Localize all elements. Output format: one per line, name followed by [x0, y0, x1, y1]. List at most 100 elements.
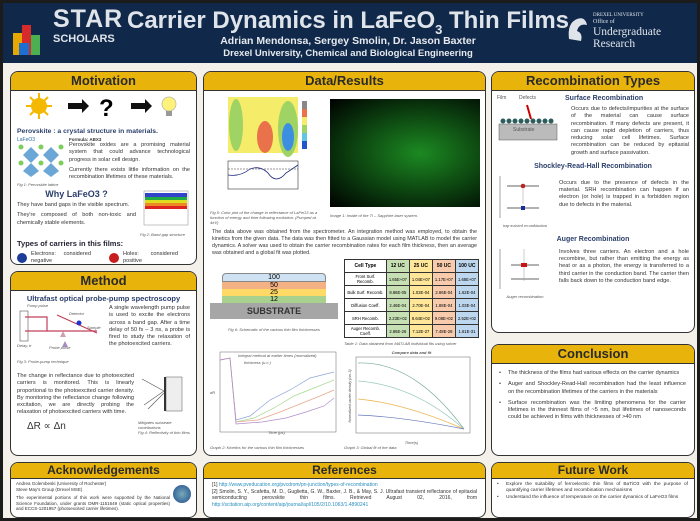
drexel-logo: DREXEL UNIVERSITY Office of Undergraduat… [565, 13, 695, 53]
reflectance-color-plot [227, 97, 307, 190]
substrate-block: SUBSTRATE [210, 303, 338, 320]
arrow-icon [131, 99, 152, 113]
method-heading: Method [11, 272, 196, 291]
future-work-panel: Future Work Explore the suitability of f… [491, 462, 695, 518]
ref1-link[interactable]: http://www.pveducation.org/pvcdrom/pn-ju… [218, 482, 378, 488]
formula: Formula: ABX3 [69, 137, 102, 142]
results-description: The data above was obtained from the spe… [212, 229, 477, 257]
table-cell: 1.65E+07 [385, 272, 410, 287]
why-point-2: They're composed of both non-toxic and c… [17, 212, 136, 226]
results-panel: Data/Results Fig 5: Color plot of the ch… [203, 71, 486, 456]
sun-question-bulb-graphic: ? [26, 93, 177, 122]
table-cell: 1.17E+07 [431, 272, 456, 287]
delay-label: Delay, tr [17, 343, 32, 348]
fig3-caption: Fig 3: Probe-pump technique [17, 359, 69, 364]
graph3-ylabel: Normalized carrier density (cm-3) [348, 369, 352, 423]
affiliation: Drexel University, Chemical and Biologic… [223, 48, 473, 59]
perovskite-lattice-image [18, 144, 64, 177]
recombination-table: Cell Type 12 UC 25 UC 50 UC 100 UC Front Surf… [344, 259, 480, 339]
authors: Adrian Mendonsa, Sergey Smolin, Dr. Jaso… [220, 35, 476, 47]
electron-icon [17, 253, 27, 264]
fig2-caption: Fig 2: Band gap structure [140, 232, 185, 237]
ref2-text: [2] Smolin, S. Y., Scafetta, M. D., Gugl… [212, 488, 477, 502]
thin-film-reflectivity-image [141, 376, 183, 412]
perovskite-text: Perovskite oxides are a promising materi… [69, 142, 190, 163]
defects-label: Defects [519, 95, 536, 101]
results-heading: Data/Results [204, 72, 485, 91]
reflectance-description: The change in reflectance due to photoex… [17, 373, 134, 416]
future-item: Understand the influence of temperature … [494, 495, 688, 501]
fig6-caption: Fig 6: Schematic of the various thin fil… [228, 327, 320, 333]
table-cell: 7.12E-27 [408, 324, 433, 339]
table-cell: 2.23E+02 [385, 311, 410, 326]
layer-25: 25 [222, 289, 326, 297]
table-cell: 8.86E-05 [385, 285, 410, 300]
graph2-ylabel: dR [210, 390, 216, 396]
graph2-legend-title: thickness (u.c.) [244, 360, 271, 366]
arrow-icon [68, 99, 89, 113]
auger-band-diagram [499, 248, 539, 289]
layer-100: 100 [222, 273, 326, 283]
carrier-types-heading: Types of carriers in this films: [17, 239, 124, 248]
table-cell: 1.88E-04 [431, 298, 456, 313]
conclusion-panel: Conclusion The thickness of the films ha… [491, 344, 695, 456]
ack-line-3: The experimental portions of this work w… [16, 494, 170, 512]
lightbulb-icon [161, 96, 177, 116]
ref2-link[interactable]: http://scitation.aip.org/content/aip/jou… [212, 501, 369, 508]
conclusion-item: Surface recombination was the limiting p… [496, 400, 686, 422]
perovskite-heading: Perovskite : a crystal structure in mate… [17, 128, 158, 135]
dragon-icon [568, 18, 587, 41]
table-cell: 2.52E+02 [454, 311, 480, 326]
holes-label: Holes: considered positive [123, 251, 178, 265]
table-row: Bulk Surf. Recomb. 8.86E-05 1.02E-04 2.86E-… [344, 285, 480, 300]
conclusion-item: Auger and Shockley-Read-Hall recombinati… [496, 381, 686, 396]
drexel-l1: DREXEL UNIVERSITY [593, 13, 644, 18]
table-cell: 1.02E-04 [408, 285, 433, 300]
why-point-1: They have band gaps in the visible spect… [17, 202, 130, 208]
table-cell: 2.86E-04 [431, 285, 456, 300]
why-heading: Why LaFeO3 ? [45, 189, 108, 199]
image1-caption: Image 1: Inside of the Ti – Sapphire las… [330, 213, 419, 218]
table-cell: 1.03E-04 [454, 298, 480, 313]
table-cell: 1.62E-04 [454, 285, 480, 300]
table-row: SRH Recomb. 2.23E+02 8.64E+02 9.08E+02 2.52E… [344, 311, 480, 326]
substrate-note: Mitigates substrate contributions [138, 420, 172, 430]
graph2-xlabel: Time (ps) [268, 430, 285, 436]
table-header: 50 UC [431, 259, 456, 274]
recombination-heading: Recombination Types [492, 72, 694, 91]
auger-heading: Auger Recombination [556, 235, 630, 243]
drexel-l2: Office of [593, 19, 615, 25]
method-subtitle: Ultrafast optical probe-pump spectroscop… [26, 294, 181, 303]
hole-icon [109, 253, 119, 264]
ack-line-1: Andrea Golembeski (University of Rochest… [16, 481, 107, 486]
graph3-xlabel: Time(s) [404, 440, 419, 446]
ref1-number: [1] [212, 482, 218, 488]
layer-12: 12 [222, 296, 326, 304]
substrate-label: Substrate [513, 127, 535, 133]
header: STAR SCHOLARS Carrier Dynamics in LaFeO3… [3, 3, 697, 63]
motivation-panel: Motivation ? Perovskite : a crystal stru… [10, 71, 197, 265]
lattice-label: LaFeO3 [17, 137, 36, 143]
proportionality-formula: ΔR ∝ Δn [27, 420, 66, 432]
star-scholars-logo [13, 25, 40, 55]
table-cell: 2.70E-04 [408, 298, 433, 313]
auger-text: Involves three carriers. An electron and… [559, 248, 689, 284]
graph3-caption: Graph 3: Global fit of the data [344, 445, 397, 451]
future-work-heading: Future Work [492, 463, 694, 479]
laser-system-photo [330, 99, 480, 207]
future-item: Explore the suitability of ferroelectric… [494, 482, 688, 494]
table-header: 100 UC [454, 259, 480, 274]
row-label: Auger Recomb. Coeff. [344, 324, 387, 339]
surface-heading: Surface Recombination [565, 95, 644, 102]
electrons-label: Electrons: considered negative [31, 251, 91, 265]
drexel-l3: Undergraduate Research [593, 26, 662, 50]
question-icon: ? [99, 95, 114, 122]
table-cell: 1.61E-31 [454, 324, 480, 339]
table-row: Diffusion Coeff. 2.46E-04 2.70E-04 1.88E-04… [344, 298, 480, 313]
conclusion-list: The thickness of the films had various e… [492, 364, 694, 422]
band-gap-chart-image [143, 190, 189, 226]
table-row: Auger Recomb. Coeff. 2.86E-26 7.12E-27 7.48… [344, 324, 480, 339]
graph2-caption: Graph 2: Kinetics for the various thin f… [210, 445, 305, 451]
ack-heading: Acknowledgements [11, 463, 196, 479]
table-cell: 7.48E-28 [431, 324, 456, 339]
